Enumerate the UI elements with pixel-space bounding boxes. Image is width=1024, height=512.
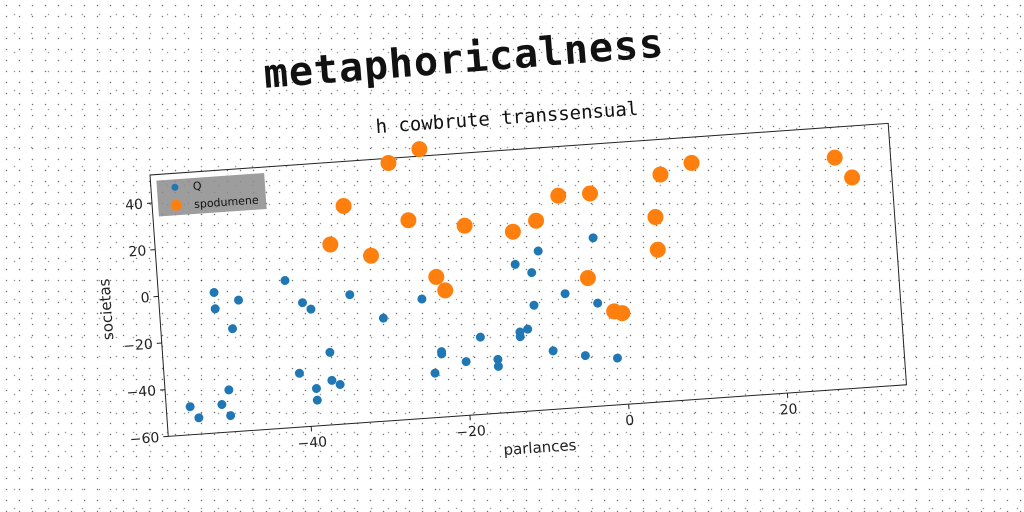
scatter-point-q xyxy=(185,402,195,412)
scatter-point-q xyxy=(217,400,227,410)
scatter-point-spodumene xyxy=(683,154,700,171)
y-tick-label: −40 xyxy=(126,383,157,401)
scatter-point-q xyxy=(379,313,389,323)
data-points xyxy=(168,111,874,424)
scatter-point-q xyxy=(461,357,471,367)
scatter-point-q xyxy=(234,295,244,305)
scatter-point-q xyxy=(529,300,539,310)
scatter-point-q xyxy=(581,351,591,361)
scatter-point-spodumene xyxy=(844,169,861,186)
chart-title: h cowbrute transsensual xyxy=(375,98,639,138)
scatter-point-q xyxy=(224,385,234,395)
scatter-point-spodumene xyxy=(456,217,473,234)
scatter-point-spodumene xyxy=(647,209,664,226)
plot-group: h cowbrute transsensual −40 −20 0 20 −60 −40 −… xyxy=(85,80,910,486)
x-axis-label: parlances xyxy=(503,436,577,459)
scatter-point-q xyxy=(312,384,322,394)
scatter-point-q xyxy=(209,288,219,298)
scatter-point-q xyxy=(527,268,537,278)
scatter-point-q xyxy=(417,294,427,304)
scatter-point-spodumene xyxy=(528,212,545,229)
scatter-point-spodumene xyxy=(649,241,666,258)
scatter-point-q xyxy=(210,304,220,314)
scatter-point-q xyxy=(280,276,290,286)
scatter-point-spodumene xyxy=(504,223,521,240)
x-tick-label: −20 xyxy=(456,423,487,441)
scatter-point-spodumene xyxy=(437,282,454,299)
scatter-point-q xyxy=(327,376,337,386)
y-tick-label: −60 xyxy=(129,430,160,448)
scatter-point-q xyxy=(295,368,305,378)
scatter-point-q xyxy=(548,346,558,356)
plot-frame xyxy=(150,123,906,436)
scatter-point-spodumene xyxy=(335,197,352,214)
y-tick-label: 40 xyxy=(125,197,144,214)
y-tick-label: 0 xyxy=(140,290,150,307)
scatter-point-spodumene xyxy=(652,166,669,183)
scatter-point-q xyxy=(335,380,345,390)
scatter-point-q xyxy=(510,260,520,270)
scatter-point-q xyxy=(533,246,543,256)
scatter-point-q xyxy=(226,411,236,421)
scatter-point-q xyxy=(325,348,335,358)
scatter-point-q xyxy=(560,289,570,299)
scatter-point-q xyxy=(228,324,238,334)
scatter-point-q xyxy=(588,233,598,243)
legend-label-q: Q xyxy=(192,179,202,193)
scatter-point-spodumene xyxy=(579,270,596,287)
x-tick-label: −40 xyxy=(297,434,328,452)
scatter-point-q xyxy=(476,332,486,342)
scatter-point-spodumene xyxy=(380,154,397,171)
y-tick-label: 20 xyxy=(128,243,147,260)
scatter-point-q xyxy=(312,395,322,405)
y-axis-label: societas xyxy=(95,278,117,341)
scatter-point-spodumene xyxy=(826,149,843,166)
scatter-point-spodumene xyxy=(400,212,417,229)
x-tick-label: 20 xyxy=(779,401,798,418)
scatter-point-spodumene xyxy=(550,187,567,204)
scatter-point-q xyxy=(430,368,440,378)
x-tick-label: 0 xyxy=(625,413,635,430)
scatter-point-q xyxy=(194,413,204,423)
scatter-point-spodumene xyxy=(411,141,428,158)
scatter-point-spodumene xyxy=(581,185,598,202)
scatter-point-spodumene xyxy=(322,236,339,253)
scatter-point-spodumene xyxy=(362,247,379,264)
scatter-point-q xyxy=(494,362,504,372)
scatter-point-q xyxy=(298,298,308,308)
scatter-point-q xyxy=(345,290,355,300)
scatter-point-q xyxy=(613,353,623,363)
scatter-point-spodumene xyxy=(428,268,445,285)
scatter-point-q xyxy=(306,304,316,314)
chart-legend: Q spodumene xyxy=(156,173,266,216)
y-tick-label: −20 xyxy=(123,337,154,355)
scatter-point-q xyxy=(593,298,603,308)
